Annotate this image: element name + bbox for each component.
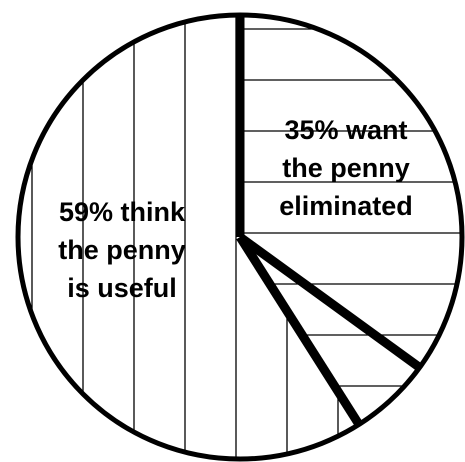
slice-label: is useful (67, 273, 177, 303)
slice-label: 59% think (59, 197, 186, 227)
slice-label: eliminated (279, 191, 413, 221)
slice-divider (237, 233, 421, 370)
slice-divider (236, 234, 362, 426)
slice-label: the penny (282, 153, 410, 183)
slice-label: the penny (58, 235, 186, 265)
slice-label: 35% want (284, 115, 407, 145)
pie-outline (15, 12, 465, 462)
